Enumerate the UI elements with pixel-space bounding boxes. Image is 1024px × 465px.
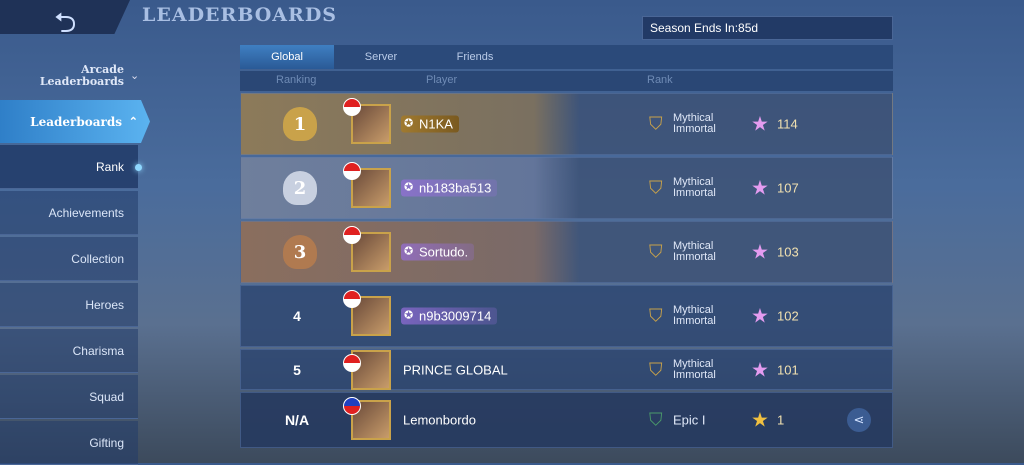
top-bar	[0, 0, 130, 34]
leaderboards-label: Leaderboards	[30, 114, 122, 129]
sidebar-item-collection[interactable]: Collection	[0, 237, 138, 281]
sidebar-leaderboards[interactable]: Leaderboards ⌃	[0, 100, 150, 143]
rank-tier: Epic I	[673, 412, 706, 428]
player-name-text: Lemonbordo	[403, 412, 476, 428]
rank-number: 4	[293, 308, 301, 324]
rank-tier: Mythical Immortal	[673, 357, 716, 381]
rank-tier: Mythical Immortal	[673, 240, 716, 263]
table-row[interactable]: 1 ✪ N1KA ⛉ Mythical Immortal ★ 114	[240, 93, 893, 155]
flag-icon	[343, 226, 361, 244]
rank-medal-icon: 3	[283, 235, 317, 269]
player-name-text: nb183ba513	[419, 180, 492, 196]
star-points: 103	[777, 244, 799, 260]
rank-number: 5	[293, 361, 301, 378]
rank-medal-icon: 1	[283, 107, 317, 141]
player-name-text: PRINCE GLOBAL	[403, 362, 508, 377]
player-name[interactable]: ✪ n9b3009714	[401, 307, 498, 325]
sidebar-item-achievements[interactable]: Achievements	[0, 191, 138, 235]
rank-tier-icon: ⛉	[649, 113, 663, 134]
player-name[interactable]: ✪ Sortudo.	[401, 243, 475, 261]
rank-tier-icon: ⛉	[649, 241, 663, 262]
chevron-down-icon[interactable]: ⌄	[130, 70, 140, 82]
rank-tier: Mythical Immortal	[673, 176, 716, 199]
sidebar-item-charisma[interactable]: Charisma	[0, 329, 138, 373]
player-name-text: N1KA	[419, 116, 453, 132]
rank-tier-icon: ⛉	[649, 177, 663, 198]
my-rank-row[interactable]: N/A Lemonbordo ⛉ Epic I ★ 1 ⋖	[240, 392, 893, 448]
rank-tier: Mythical Immortal	[673, 304, 716, 327]
tab-global[interactable]: Global	[240, 45, 334, 69]
rank-tier-icon: ⛉	[649, 359, 663, 379]
badge-icon: ✪	[404, 181, 414, 194]
col-player: Player	[426, 74, 458, 86]
star-points: 107	[777, 180, 799, 196]
table-row[interactable]: 5 PRINCE GLOBAL ⛉ Mythical Immortal ★ 101	[240, 349, 893, 390]
page-title: LEADERBOARDS	[142, 4, 338, 26]
player-name[interactable]: ✪ nb183ba513	[401, 179, 498, 197]
badge-icon: ✪	[404, 245, 414, 258]
player-name[interactable]: ✪ N1KA	[401, 115, 459, 133]
col-ranking: Ranking	[276, 74, 317, 86]
star-icon: ★	[751, 113, 769, 136]
share-icon[interactable]: ⋖	[847, 408, 871, 432]
sidebar-item-heroes[interactable]: Heroes	[0, 283, 138, 327]
star-icon: ★	[751, 359, 769, 381]
label: Rank	[95, 160, 124, 174]
rank-tier-icon: ⛉	[649, 305, 663, 326]
flag-icon	[343, 98, 361, 116]
star-icon: ★	[751, 177, 769, 200]
star-points: 102	[777, 308, 799, 324]
player-name[interactable]: PRINCE GLOBAL	[401, 361, 514, 378]
sidebar-item-squad[interactable]: Squad	[0, 375, 138, 419]
back-arrow-icon[interactable]: ⮌	[54, 7, 77, 38]
tab-bar: Global Server Friends	[240, 45, 893, 69]
col-rank: Rank	[647, 74, 673, 86]
avatar[interactable]	[351, 168, 391, 208]
active-dot	[135, 164, 142, 171]
player-name-text: n9b3009714	[419, 308, 492, 324]
star-points: 101	[777, 362, 799, 377]
badge-icon: ✪	[404, 309, 414, 322]
player-name[interactable]: Lemonbordo	[401, 412, 482, 429]
flag-icon	[343, 290, 361, 308]
season-timer: Season Ends In:85d	[642, 16, 893, 40]
table-header: Ranking Player Rank	[240, 71, 893, 91]
star-icon: ★	[751, 241, 769, 264]
flag-icon	[343, 162, 361, 180]
flag-icon	[343, 354, 361, 372]
chevron-up-icon: ⌃	[128, 115, 138, 128]
arcade-label: Arcade Leaderboards	[39, 63, 124, 88]
star-points: 1	[777, 412, 785, 428]
table-row[interactable]: 4 ✪ n9b3009714 ⛉ Mythical Immortal ★ 102	[240, 285, 893, 347]
tab-server[interactable]: Server	[364, 51, 398, 63]
sidebar-item-gifting[interactable]: Gifting	[0, 421, 138, 465]
star-points: 114	[777, 116, 798, 132]
star-icon: ★	[751, 409, 769, 432]
flag-icon	[343, 397, 361, 415]
sidebar-item-rank[interactable]: Rank	[0, 145, 142, 189]
rank-tier: Mythical Immortal	[673, 112, 716, 135]
player-name-text: Sortudo.	[419, 244, 469, 260]
table-row[interactable]: 3 ✪ Sortudo. ⛉ Mythical Immortal ★ 103	[240, 221, 893, 283]
sidebar-arcade-leaderboards[interactable]: Arcade Leaderboards	[0, 64, 124, 88]
star-icon: ★	[751, 305, 769, 328]
rank-number: N/A	[284, 412, 310, 428]
badge-icon: ✪	[404, 117, 414, 130]
table-row[interactable]: 2 ✪ nb183ba513 ⛉ Mythical Immortal ★ 107	[240, 157, 893, 219]
rank-medal-icon: 2	[283, 171, 317, 205]
tab-friends[interactable]: Friends	[456, 51, 494, 63]
rank-tier-icon: ⛉	[649, 409, 663, 430]
